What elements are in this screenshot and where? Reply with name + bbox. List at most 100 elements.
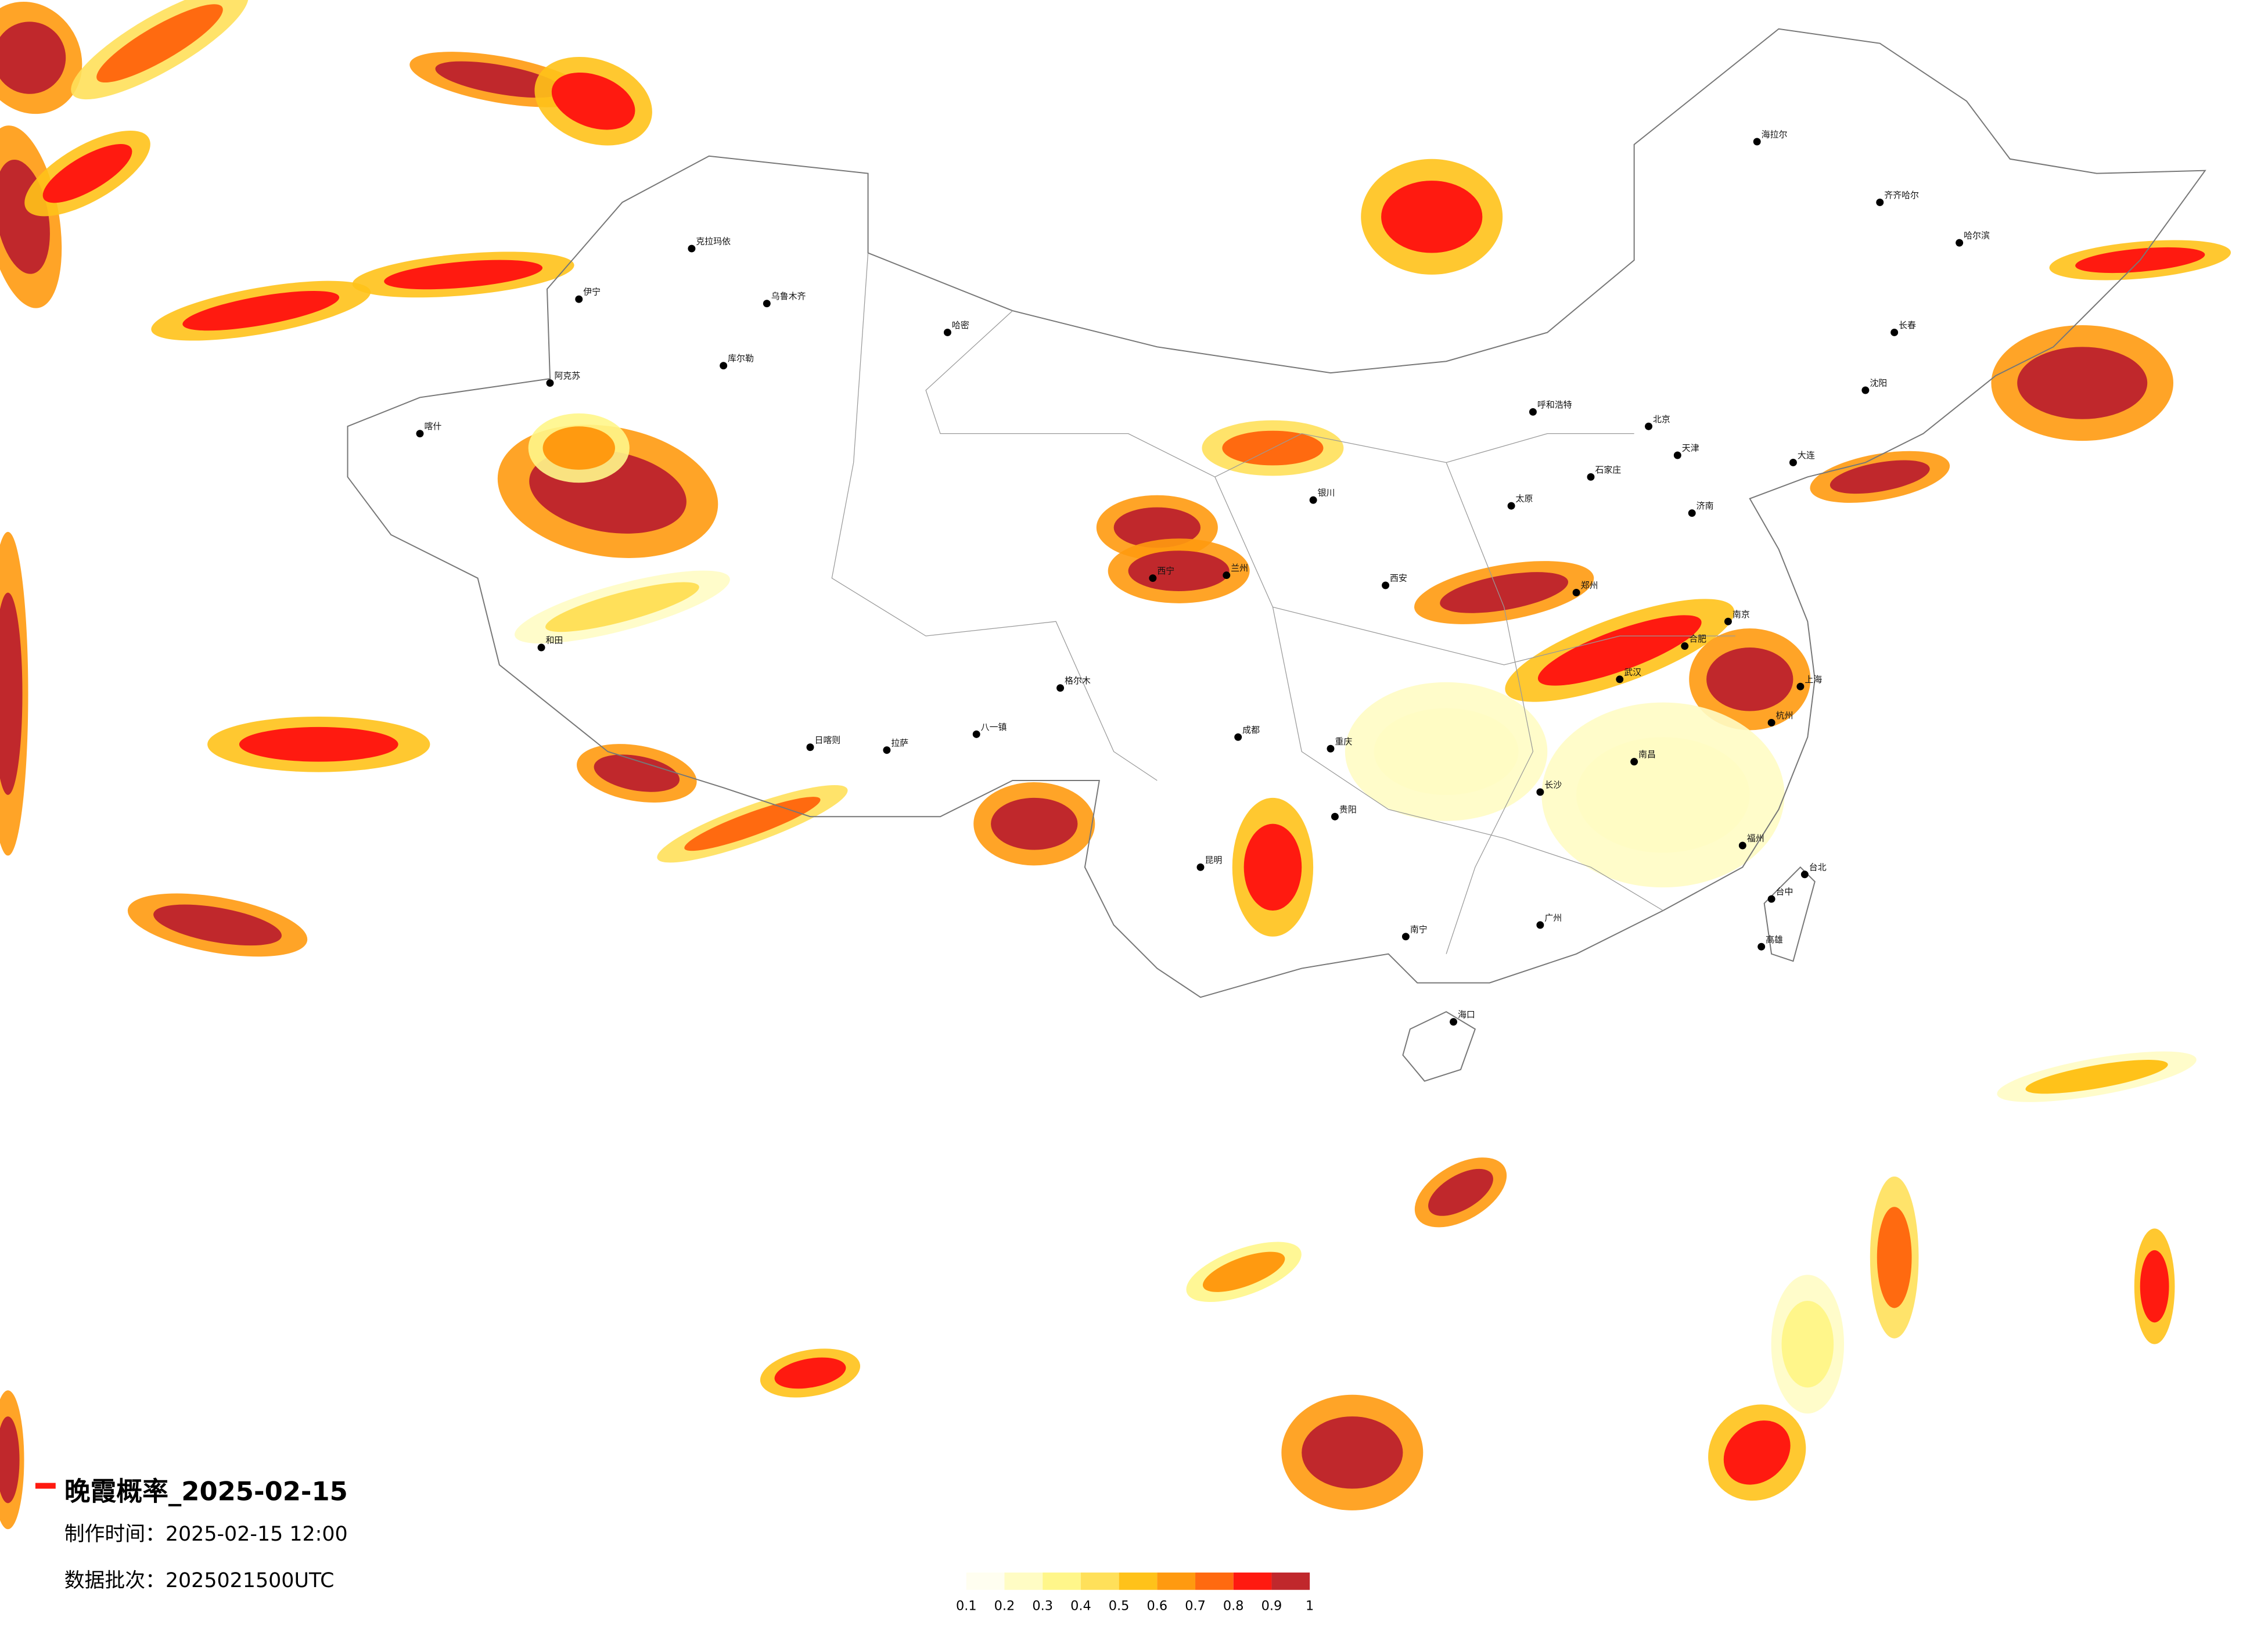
- city-label: 南京: [1733, 609, 1750, 620]
- city-label: 武汉: [1624, 667, 1641, 677]
- city-label: 八一镇: [981, 722, 1007, 732]
- colorbar-tick-label: 1: [1306, 1599, 1314, 1614]
- city-dot: [1688, 509, 1696, 517]
- city-label: 广州: [1544, 912, 1562, 923]
- province-border: [1214, 477, 1735, 665]
- probability-core: [542, 426, 615, 470]
- probability-core: [1706, 647, 1793, 711]
- city-dot: [1738, 841, 1746, 850]
- probability-core: [0, 592, 23, 795]
- probability-core: [153, 904, 282, 946]
- map-title: 晚霞概率_2025-02-15: [64, 1476, 348, 1506]
- city-dot: [1800, 870, 1809, 879]
- colorbar-swatch: [966, 1572, 1005, 1590]
- colorbar-tick-label: 0.3: [1032, 1599, 1053, 1614]
- city-label: 贵阳: [1339, 804, 1357, 815]
- probability-core: [1113, 507, 1201, 548]
- city-label: 齐齐哈尔: [1884, 190, 1919, 200]
- city-label: 哈尔滨: [1964, 231, 1990, 241]
- city-label: 和田: [546, 635, 563, 646]
- city-dot: [1673, 451, 1681, 459]
- city-dot: [1789, 458, 1797, 466]
- city-label: 台中: [1776, 887, 1793, 897]
- probability-core: [1374, 708, 1519, 795]
- colorbar-swatch: [1004, 1572, 1043, 1590]
- city-dot: [1630, 758, 1638, 766]
- city-dot: [1309, 496, 1317, 504]
- city-label: 重庆: [1335, 736, 1352, 747]
- city-dot: [537, 643, 545, 652]
- city-label: 乌鲁木齐: [771, 291, 806, 301]
- city-label: 格尔木: [1065, 675, 1091, 686]
- hainan-outline: [1402, 1011, 1476, 1082]
- province-border: [1272, 607, 1663, 911]
- city-label: 石家庄: [1595, 465, 1621, 475]
- city-dot: [1796, 682, 1805, 690]
- city-dot: [1450, 1018, 1458, 1026]
- city-dot: [1876, 198, 1884, 206]
- city-label: 高雄: [1766, 934, 1783, 945]
- probability-core: [1537, 615, 1702, 686]
- city-dot: [1861, 386, 1870, 394]
- city-dot: [1529, 408, 1537, 416]
- city-label: 长春: [1899, 320, 1916, 330]
- city-label: 太原: [1516, 494, 1533, 504]
- probability-core: [774, 1357, 846, 1389]
- city-dot: [1507, 502, 1515, 510]
- colorbar-tick-label: 0.5: [1109, 1599, 1130, 1614]
- colorbar-tick-label: 0.1: [956, 1599, 977, 1614]
- city-dot: [1401, 933, 1410, 941]
- city-label: 南宁: [1410, 924, 1428, 934]
- probability-core: [594, 754, 680, 792]
- probability-core: [1781, 1301, 1834, 1388]
- city-label: 西安: [1390, 573, 1407, 584]
- colorbar-swatch: [1233, 1572, 1272, 1590]
- city-label: 克拉玛依: [696, 236, 731, 247]
- production-time: 制作时间：2025-02-15 12:00: [64, 1523, 348, 1546]
- city-label: 沈阳: [1870, 378, 1887, 388]
- city-label: 日喀则: [814, 735, 840, 745]
- city-label: 西宁: [1157, 566, 1174, 576]
- probability-core: [1440, 572, 1569, 613]
- probability-core: [1302, 1416, 1403, 1489]
- probability-core: [991, 797, 1078, 850]
- probability-core: [1723, 1420, 1791, 1485]
- data-batch: 数据批次：2025021500UTC: [64, 1569, 335, 1592]
- city-dot: [1587, 473, 1595, 481]
- colorbar-swatch: [1157, 1572, 1196, 1590]
- city-label: 伊宁: [583, 287, 601, 297]
- city-dot: [1196, 863, 1205, 871]
- probability-core: [1830, 460, 1930, 494]
- colorbar-tick-label: 0.9: [1261, 1599, 1282, 1614]
- city-dot: [763, 300, 771, 308]
- city-dot: [972, 730, 980, 738]
- city-dot: [575, 295, 583, 303]
- city-label: 台北: [1809, 862, 1827, 872]
- probability-core: [96, 4, 223, 83]
- city-dot: [1382, 581, 1390, 589]
- colorbar-tick-label: 0.6: [1147, 1599, 1168, 1614]
- colorbar-swatch: [1080, 1572, 1119, 1590]
- probability-core: [435, 61, 564, 98]
- city-label: 长沙: [1544, 779, 1562, 790]
- probability-core: [239, 726, 398, 762]
- probability-core: [2017, 347, 2148, 419]
- probability-core: [1202, 1251, 1285, 1292]
- city-label: 成都: [1242, 725, 1260, 735]
- city-dot: [1890, 328, 1899, 336]
- probability-core: [0, 1416, 20, 1503]
- city-dot: [1536, 921, 1544, 929]
- city-dot: [1767, 718, 1775, 726]
- city-label: 银川: [1318, 488, 1335, 498]
- city-label: 杭州: [1776, 710, 1793, 721]
- city-dot: [1234, 733, 1242, 741]
- colorbar-tick-label: 0.7: [1185, 1599, 1206, 1614]
- colorbar: 0.1 0.2 0.3 0.4 0.5 0.6 0.7 0.8 0.9 1: [956, 1572, 1314, 1614]
- city-dot: [1757, 942, 1766, 951]
- province-border: [1446, 462, 1534, 954]
- city-dot: [1056, 684, 1065, 692]
- city-label: 喀什: [424, 421, 441, 431]
- country-outline: [347, 28, 2206, 998]
